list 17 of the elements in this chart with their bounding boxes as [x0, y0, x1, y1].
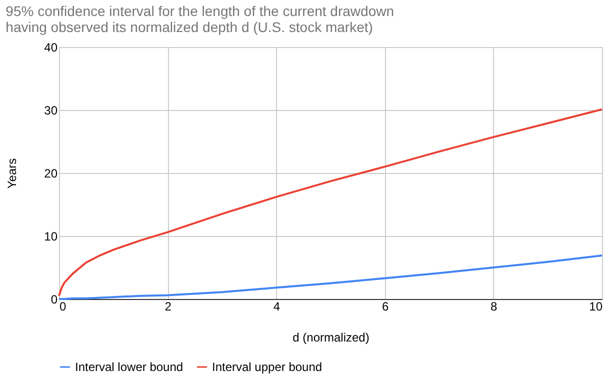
x-axis-title: d (normalized): [292, 330, 370, 344]
line-series: [58, 254, 603, 300]
x-tick-label: 8: [490, 300, 498, 314]
x-tick-label: 2: [164, 300, 172, 314]
line-series: [58, 108, 603, 297]
y-tick-label: 30: [44, 104, 58, 118]
y-axis-title: Years: [5, 158, 20, 189]
x-tick-label: 4: [273, 300, 280, 314]
x-tick-label: 10: [589, 300, 603, 314]
y-tick-label: 10: [44, 230, 58, 244]
chart-title: 95% confidence interval for the length of the current drawdown having observed its normalized depth d (U.S. stock market): [6, 3, 394, 35]
x-tick-label: 6: [382, 300, 389, 314]
x-tick-label: 0: [60, 300, 66, 314]
y-tick-label: 40: [44, 40, 58, 54]
y-tick-label: 20: [44, 166, 58, 180]
legend-label: Interval lower bound: [75, 360, 184, 374]
legend-label: Interval upper bound: [212, 360, 322, 374]
